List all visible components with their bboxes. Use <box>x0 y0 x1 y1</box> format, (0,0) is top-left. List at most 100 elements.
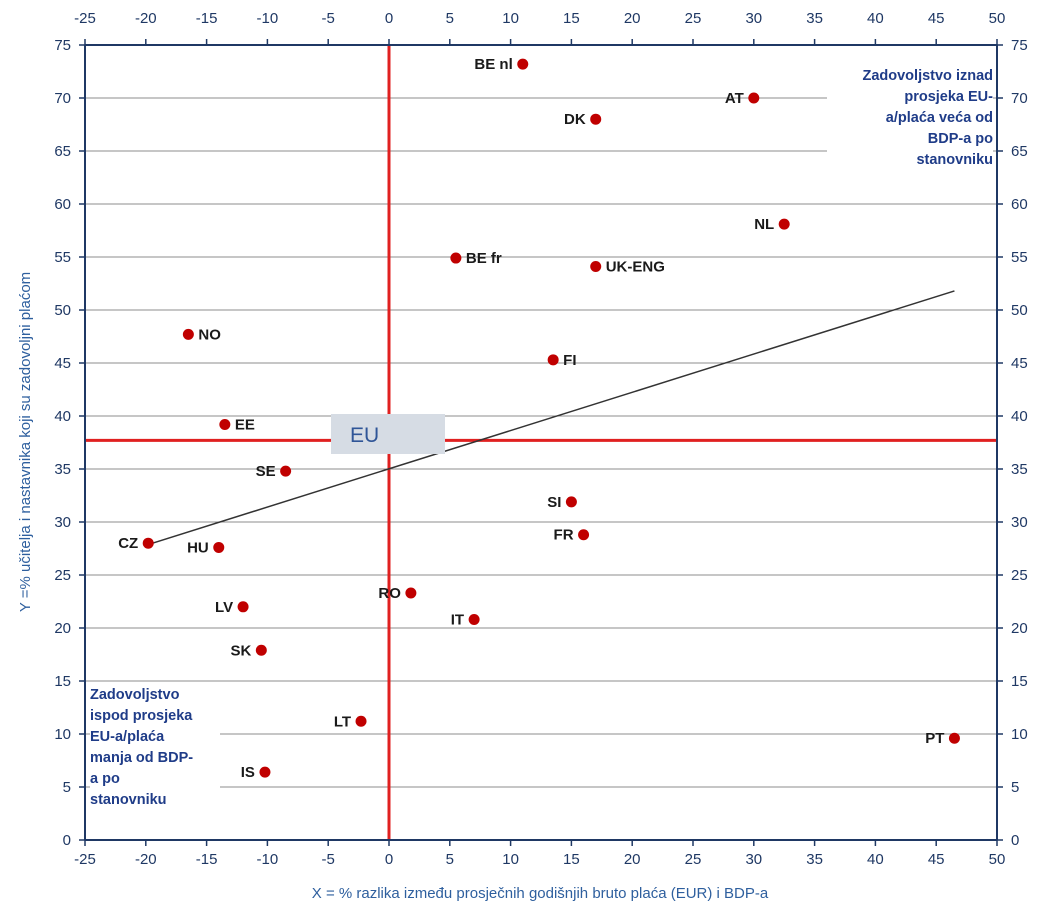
y-tick-label-right: 70 <box>1011 90 1028 107</box>
x-tick-label-bottom: 5 <box>446 851 454 868</box>
y-tick-label-right: 55 <box>1011 249 1028 266</box>
point-label: UK-ENG <box>606 259 665 276</box>
y-tick-label-left: 75 <box>54 37 71 54</box>
data-point <box>578 529 590 541</box>
x-tick-label-bottom: -25 <box>74 851 96 868</box>
x-axis-title: X = % razlika između prosječnih godišnji… <box>312 885 769 902</box>
data-point <box>948 732 960 744</box>
gridlines <box>85 97 997 788</box>
point-label: PT <box>925 730 944 747</box>
y-tick-label-right: 45 <box>1011 355 1028 372</box>
data-point <box>590 261 602 273</box>
y-tick-label-right: 20 <box>1011 620 1028 637</box>
quadrant-note-bottom-left: Zadovoljstvo ispod prosjeka EU-a/plaća m… <box>90 685 220 811</box>
point-label: HU <box>187 539 209 556</box>
eu-label: EU <box>350 424 380 447</box>
data-point <box>237 601 249 613</box>
y-tick-label-left: 20 <box>54 620 71 637</box>
point-label: IT <box>451 612 464 629</box>
data-point <box>219 418 231 430</box>
y-tick-label-right: 5 <box>1011 779 1019 796</box>
x-tick-label-top: 50 <box>989 10 1006 27</box>
point-label: NO <box>198 326 221 343</box>
x-tick-label-bottom: 45 <box>928 851 945 868</box>
data-point <box>405 587 417 599</box>
data-point <box>590 113 602 125</box>
y-tick-label-left: 40 <box>54 408 71 425</box>
x-tick-label-bottom: 30 <box>745 851 762 868</box>
y-tick-label-left: 0 <box>63 832 71 849</box>
x-tick-label-bottom: 35 <box>806 851 823 868</box>
data-point <box>565 496 577 508</box>
data-point <box>255 644 267 656</box>
point-label: BE nl <box>474 56 512 73</box>
data-point <box>280 465 292 477</box>
y-tick-label-left: 25 <box>54 567 71 584</box>
tick-labels: -25-25-20-20-15-15-10-10-5-5005510101515… <box>54 10 1027 868</box>
y-tick-label-right: 10 <box>1011 726 1028 743</box>
point-label: LV <box>215 599 233 616</box>
x-tick-label-bottom: 50 <box>989 851 1006 868</box>
y-tick-label-right: 15 <box>1011 673 1028 690</box>
y-axis-title: Y =% učitelja i nastavnika koji su zadov… <box>17 272 34 612</box>
x-tick-label-top: -25 <box>74 10 96 27</box>
x-tick-label-top: 30 <box>745 10 762 27</box>
axes <box>79 39 1003 846</box>
data-points: BE nl AT DK NL BE fr UK-ENG NO FI EE SE SI FR CZ HU RO… <box>118 56 960 781</box>
x-tick-label-bottom: 25 <box>685 851 702 868</box>
note-line: ispod prosjeka <box>90 708 193 724</box>
note-line: BDP-a po <box>927 131 993 147</box>
point-label: AT <box>725 90 744 107</box>
y-tick-label-left: 5 <box>63 779 71 796</box>
note-line: Zadovoljstvo iznad <box>862 68 993 84</box>
y-tick-label-left: 15 <box>54 673 71 690</box>
y-tick-label-right: 75 <box>1011 37 1028 54</box>
x-tick-label-top: 20 <box>624 10 641 27</box>
x-tick-label-top: 35 <box>806 10 823 27</box>
y-tick-label-right: 65 <box>1011 143 1028 160</box>
x-tick-label-top: 10 <box>502 10 519 27</box>
y-tick-label-right: 0 <box>1011 832 1019 849</box>
x-tick-label-top: 45 <box>928 10 945 27</box>
x-tick-label-top: 15 <box>563 10 580 27</box>
point-label: IS <box>241 764 255 781</box>
eu-label-box <box>331 414 445 454</box>
data-point <box>213 541 225 553</box>
y-tick-label-left: 35 <box>54 461 71 478</box>
quadrant-note-top-right: Zadovoljstvo iznad prosjeka EU- a/plaća … <box>827 66 993 171</box>
point-label: SI <box>547 494 561 511</box>
y-tick-label-left: 70 <box>54 90 71 107</box>
y-tick-label-left: 45 <box>54 355 71 372</box>
x-tick-label-top: -20 <box>135 10 157 27</box>
note-line: a po <box>90 771 120 787</box>
x-tick-label-bottom: -20 <box>135 851 157 868</box>
point-label: SK <box>230 642 251 659</box>
point-label: CZ <box>118 535 138 552</box>
point-label: EE <box>235 416 255 433</box>
x-tick-label-top: 5 <box>446 10 454 27</box>
data-point <box>778 218 790 230</box>
trendline-layer <box>145 290 955 547</box>
data-point <box>517 58 529 70</box>
y-tick-label-right: 60 <box>1011 196 1028 213</box>
note-line: stanovniku <box>90 792 167 808</box>
data-point <box>182 328 194 340</box>
x-tick-label-top: 0 <box>385 10 393 27</box>
x-tick-label-bottom: 15 <box>563 851 580 868</box>
x-tick-label-bottom: -15 <box>196 851 218 868</box>
point-label: RO <box>378 585 401 602</box>
data-point <box>259 766 271 778</box>
note-line: prosjeka EU- <box>904 89 993 105</box>
point-label: FR <box>554 527 574 544</box>
x-tick-label-top: -15 <box>196 10 218 27</box>
x-tick-label-bottom: 20 <box>624 851 641 868</box>
data-point <box>547 354 559 366</box>
x-tick-label-top: -10 <box>257 10 279 27</box>
x-tick-label-bottom: 0 <box>385 851 393 868</box>
y-tick-label-left: 30 <box>54 514 71 531</box>
data-point <box>468 614 480 626</box>
note-line: manja od BDP- <box>90 750 194 766</box>
note-line: Zadovoljstvo <box>90 687 180 703</box>
y-tick-label-right: 30 <box>1011 514 1028 531</box>
